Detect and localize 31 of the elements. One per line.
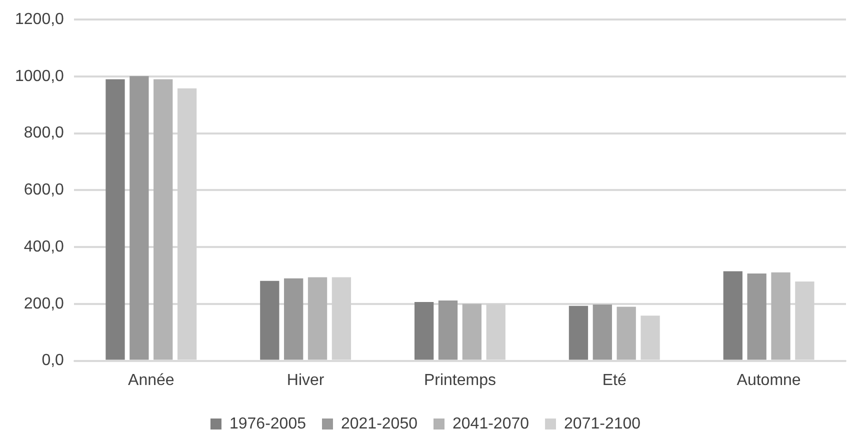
legend-label: 2041-2070 xyxy=(452,415,530,432)
bar xyxy=(260,280,280,360)
bar xyxy=(592,304,612,360)
bar xyxy=(414,302,434,360)
y-tick-label: 1200,0 xyxy=(15,11,64,28)
bar xyxy=(438,300,458,360)
bar xyxy=(130,76,149,360)
bar xyxy=(723,271,742,360)
x-tick-label: Eté xyxy=(602,372,626,389)
x-tick-label: Automne xyxy=(736,372,801,389)
legend-label: 2021-2050 xyxy=(340,415,418,432)
bar xyxy=(747,274,766,360)
legend-label: 1976-2005 xyxy=(229,415,306,432)
bar xyxy=(462,304,482,360)
bar xyxy=(616,306,636,360)
legend-label: 2071-2100 xyxy=(564,415,641,432)
x-tick-label: Printemps xyxy=(424,372,496,389)
y-tick-label: 400,0 xyxy=(24,238,64,256)
bar xyxy=(568,306,588,360)
y-tick-label: 200,0 xyxy=(24,295,64,312)
bar xyxy=(154,79,173,360)
y-tick-label: 800,0 xyxy=(24,124,64,142)
bar xyxy=(771,272,790,360)
bar xyxy=(106,79,125,360)
y-tick-label: 600,0 xyxy=(24,182,64,199)
bar xyxy=(284,278,304,360)
y-tick-label: 0,0 xyxy=(42,352,64,370)
x-tick-label: Hiver xyxy=(286,372,325,389)
y-tick-label: 1000,0 xyxy=(15,68,64,85)
x-tick-label: Année xyxy=(128,372,174,389)
bar xyxy=(308,277,328,360)
